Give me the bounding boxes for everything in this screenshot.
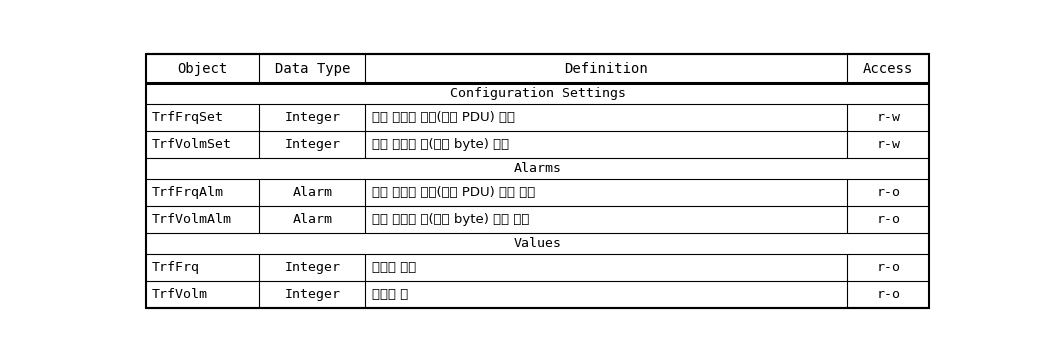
Text: TrfVolmAlm: TrfVolmAlm: [151, 213, 232, 226]
Text: Integer: Integer: [284, 288, 340, 301]
Text: Data Type: Data Type: [275, 62, 350, 76]
Text: Access: Access: [863, 62, 914, 76]
Text: 트래픽 양: 트래픽 양: [371, 288, 408, 301]
Text: 쳕대 트래픽 양(초당 byte) 설정: 쳕대 트래픽 양(초당 byte) 설정: [371, 138, 509, 151]
Text: Integer: Integer: [284, 261, 340, 274]
Text: r-w: r-w: [876, 111, 900, 124]
Text: r-o: r-o: [876, 186, 900, 199]
Text: TrfFrqAlm: TrfFrqAlm: [151, 186, 223, 199]
Text: Integer: Integer: [284, 111, 340, 124]
Text: TrfVolmSet: TrfVolmSet: [151, 138, 232, 151]
Text: TrfFrqSet: TrfFrqSet: [151, 111, 223, 124]
Text: Alarms: Alarms: [514, 162, 561, 175]
Text: 쳕대 트래픽 주기(초당 PDU) 설정 알람: 쳕대 트래픽 주기(초당 PDU) 설정 알람: [371, 186, 535, 199]
Text: r-w: r-w: [876, 138, 900, 151]
Text: Integer: Integer: [284, 138, 340, 151]
Text: r-o: r-o: [876, 288, 900, 301]
Text: Definition: Definition: [564, 62, 648, 76]
Text: r-o: r-o: [876, 213, 900, 226]
Text: 쳕대 트래픽 양(초당 byte) 설정 알람: 쳕대 트래픽 양(초당 byte) 설정 알람: [371, 213, 529, 226]
Text: 트래픽 주기: 트래픽 주기: [371, 261, 416, 274]
Text: r-o: r-o: [876, 261, 900, 274]
Text: Alarm: Alarm: [293, 213, 333, 226]
Text: Configuration Settings: Configuration Settings: [450, 87, 625, 100]
Text: TrfFrq: TrfFrq: [151, 261, 199, 274]
Text: 쳕대 트래픽 주기(초당 PDU) 설정: 쳕대 트래픽 주기(초당 PDU) 설정: [371, 111, 515, 124]
Text: Object: Object: [177, 62, 228, 76]
Text: Values: Values: [514, 237, 561, 250]
Text: TrfVolm: TrfVolm: [151, 288, 208, 301]
Text: Alarm: Alarm: [293, 186, 333, 199]
